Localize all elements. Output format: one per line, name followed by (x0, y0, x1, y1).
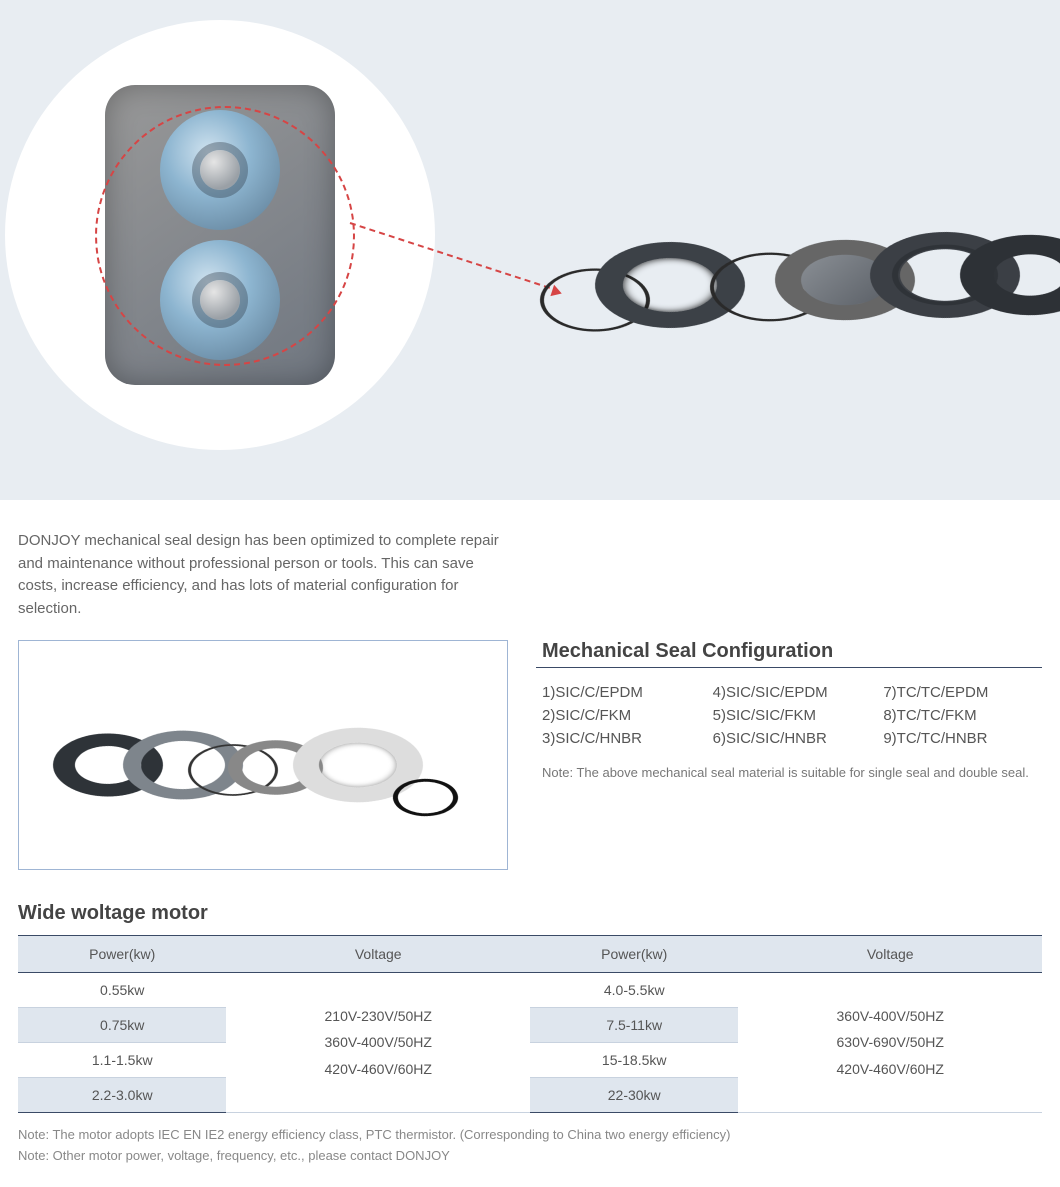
config-item: 8)TC/TC/FKM (883, 707, 1036, 724)
config-item: 4)SIC/SIC/EPDM (713, 684, 866, 701)
voltage-line: 420V-460V/60HZ (235, 1056, 521, 1083)
cell-power: 0.55kw (18, 973, 226, 1008)
shaft-icon (200, 150, 240, 190)
motor-title: Wide woltage motor (0, 894, 1060, 935)
config-item: 5)SIC/SIC/FKM (713, 707, 866, 724)
motor-notes: Note: The motor adopts IEC EN IE2 energy… (0, 1113, 1060, 1187)
config-item: 1)SIC/C/EPDM (542, 684, 695, 701)
config-item: 3)SIC/C/HNBR (542, 730, 695, 747)
config-item: 7)TC/TC/EPDM (883, 684, 1036, 701)
config-divider (536, 667, 1042, 668)
voltage-line: 360V-400V/50HZ (235, 1029, 521, 1056)
voltage-line: 360V-400V/50HZ (747, 1003, 1033, 1030)
pump-inset-circle (5, 20, 435, 450)
voltage-line: 630V-690V/50HZ (747, 1029, 1033, 1056)
motor-table: Power(kw) Voltage Power(kw) Voltage 0.55… (18, 935, 1042, 1113)
cell-power: 0.75kw (18, 1008, 226, 1043)
config-item: 9)TC/TC/HNBR (883, 730, 1036, 747)
th-voltage-2: Voltage (738, 936, 1042, 973)
cell-power: 4.0-5.5kw (530, 973, 738, 1008)
cell-voltage-right: 360V-400V/50HZ 630V-690V/50HZ 420V-460V/… (738, 973, 1042, 1113)
config-title: Mechanical Seal Configuration (536, 640, 1042, 663)
pump-body-illustration (105, 85, 335, 385)
config-item: 2)SIC/C/FKM (542, 707, 695, 724)
note-line: Note: Other motor power, voltage, freque… (18, 1146, 1042, 1167)
note-line: Note: The motor adopts IEC EN IE2 energy… (18, 1125, 1042, 1146)
config-list: 1)SIC/C/EPDM 4)SIC/SIC/EPDM 7)TC/TC/EPDM… (536, 684, 1042, 765)
pump-bore-top (160, 110, 280, 230)
cell-power: 1.1-1.5kw (18, 1043, 226, 1078)
seal-parts-image (18, 640, 508, 870)
voltage-line: 210V-230V/50HZ (235, 1003, 521, 1030)
cell-power: 22-30kw (530, 1078, 738, 1113)
cell-power: 7.5-11kw (530, 1008, 738, 1043)
hero-diagram (0, 0, 1060, 500)
th-power-2: Power(kw) (530, 936, 738, 973)
th-power-1: Power(kw) (18, 936, 226, 973)
description-text: DONJOY mechanical seal design has been o… (0, 500, 520, 640)
config-note: Note: The above mechanical seal material… (536, 765, 1042, 780)
cell-power: 15-18.5kw (530, 1043, 738, 1078)
th-voltage-1: Voltage (226, 936, 530, 973)
cell-power: 2.2-3.0kw (18, 1078, 226, 1113)
cell-voltage-left: 210V-230V/50HZ 360V-400V/50HZ 420V-460V/… (226, 973, 530, 1113)
pump-bore-bottom (160, 240, 280, 360)
config-item: 6)SIC/SIC/HNBR (713, 730, 866, 747)
shaft-icon (200, 280, 240, 320)
voltage-line: 420V-460V/60HZ (747, 1056, 1033, 1083)
seal-config-section: Mechanical Seal Configuration 1)SIC/C/EP… (536, 640, 1042, 870)
exploded-seal-view (540, 155, 1060, 415)
